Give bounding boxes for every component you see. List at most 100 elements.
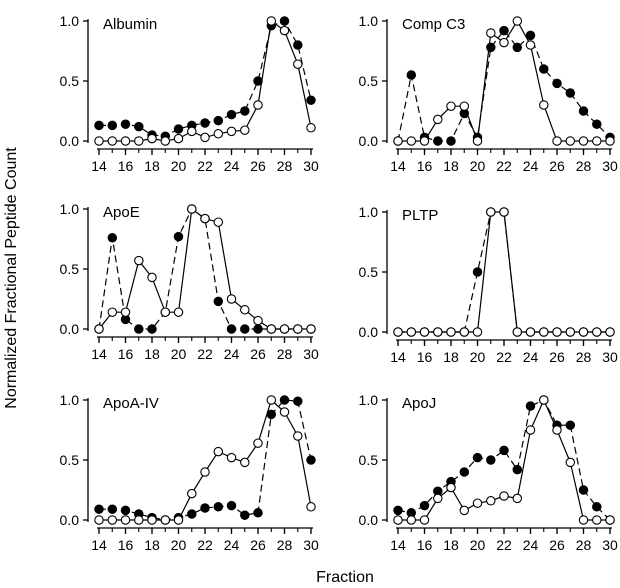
open-point (240, 457, 250, 468)
filled-point (472, 452, 483, 463)
open-point (472, 327, 483, 337)
open-point (406, 136, 417, 146)
open-point (552, 136, 562, 146)
open-point (592, 515, 602, 525)
panel-title: Comp C3 (402, 16, 465, 33)
y-tick-label: 0.0 (60, 133, 80, 149)
filled-point (446, 136, 456, 146)
open-point (539, 100, 549, 110)
x-tick-label: 16 (417, 158, 433, 174)
x-tick-label: 14 (390, 158, 406, 174)
open-point (147, 515, 157, 525)
y-tick-label: 0.0 (359, 324, 379, 340)
open-point (187, 204, 197, 214)
open-point (279, 25, 290, 36)
open-point (539, 327, 549, 337)
y-tick-label: 1.0 (359, 13, 379, 29)
open-point (406, 515, 417, 525)
y-tick-label: 1.0 (359, 392, 379, 408)
x-tick-label: 28 (576, 537, 592, 553)
open-point (539, 395, 549, 405)
open-point (213, 446, 224, 457)
filled-point (293, 40, 303, 50)
open-point (134, 515, 144, 525)
open-point (406, 327, 417, 337)
open-point (472, 498, 483, 508)
filled-point (240, 106, 250, 116)
filled-point (107, 504, 118, 514)
y-tick-label: 0.5 (359, 452, 379, 468)
open-point (578, 327, 589, 337)
y-axis-title: Normalized Fractional Peptide Count (3, 147, 20, 409)
x-tick-label: 22 (197, 346, 213, 362)
x-tick-label: 22 (197, 537, 213, 553)
filled-point (293, 396, 303, 406)
filled-point (279, 16, 290, 26)
x-tick-label: 24 (523, 349, 539, 365)
open-point (253, 100, 263, 110)
filled-point (94, 120, 104, 131)
x-tick-label: 24 (224, 346, 240, 362)
x-tick-label: 20 (171, 346, 187, 362)
open-point (419, 515, 430, 525)
x-tick-label: 22 (496, 537, 512, 553)
open-point (512, 327, 523, 337)
panel-2: 0.0 0.5 1.0 14 16 18 20 22 24 26 28 30 Comp C3 (359, 13, 618, 174)
x-tick-label: 18 (443, 537, 459, 553)
open-point (525, 425, 536, 435)
filled-point (120, 505, 131, 516)
open-point (226, 294, 237, 304)
x-tick-label: 16 (417, 537, 433, 553)
filled-point (565, 420, 576, 430)
x-tick-label: 26 (250, 346, 266, 362)
panel-title: Albumin (103, 16, 157, 33)
open-point (605, 327, 615, 337)
y-tick-label: 0.5 (359, 264, 379, 280)
series-line-filled (398, 211, 610, 333)
x-tick-label: 14 (91, 537, 107, 553)
open-point (293, 324, 303, 334)
panels: 0.0 0.5 1.0 14 16 18 20 22 24 26 28 30 Albumin 0.0 0.5… (60, 13, 618, 553)
x-tick-label: 24 (224, 158, 240, 174)
open-point (499, 207, 509, 217)
filled-point (552, 78, 562, 89)
filled-point (306, 95, 316, 105)
y-tick-label: 0.5 (60, 261, 80, 277)
y-tick-label: 1.0 (60, 392, 80, 408)
panel-5: 0.0 0.5 1.0 14 16 18 20 22 24 26 28 30 ApoA-IV (60, 392, 319, 553)
open-point (565, 327, 576, 337)
open-point (134, 255, 144, 266)
open-point (459, 101, 470, 111)
x-tick-label: 20 (470, 349, 486, 365)
filled-point (200, 503, 210, 513)
open-point (160, 307, 171, 317)
open-point (173, 307, 184, 317)
open-point (419, 136, 430, 146)
x-axis-title: Fraction (316, 569, 374, 586)
y-tick-label: 0.0 (60, 512, 80, 528)
series-line-open (99, 398, 312, 521)
open-point (134, 136, 144, 146)
open-point (592, 327, 602, 337)
open-point (253, 438, 263, 448)
open-point (120, 515, 131, 525)
open-point (552, 327, 562, 337)
panel-title: ApoA-IV (103, 395, 159, 412)
open-point (306, 324, 316, 334)
y-tick-label: 0.0 (359, 512, 379, 528)
open-point (253, 315, 263, 326)
series-line-filled (99, 399, 312, 521)
filled-point (393, 505, 403, 516)
open-point (107, 307, 118, 317)
open-point (160, 136, 171, 146)
open-point (525, 40, 536, 50)
open-point (565, 457, 576, 468)
filled-point (433, 136, 443, 146)
open-point (419, 327, 430, 337)
x-tick-label: 14 (390, 537, 406, 553)
y-tick-label: 0.0 (359, 133, 379, 149)
filled-point (213, 115, 224, 126)
open-point (187, 126, 197, 137)
open-point (213, 217, 224, 227)
open-point (306, 502, 316, 512)
